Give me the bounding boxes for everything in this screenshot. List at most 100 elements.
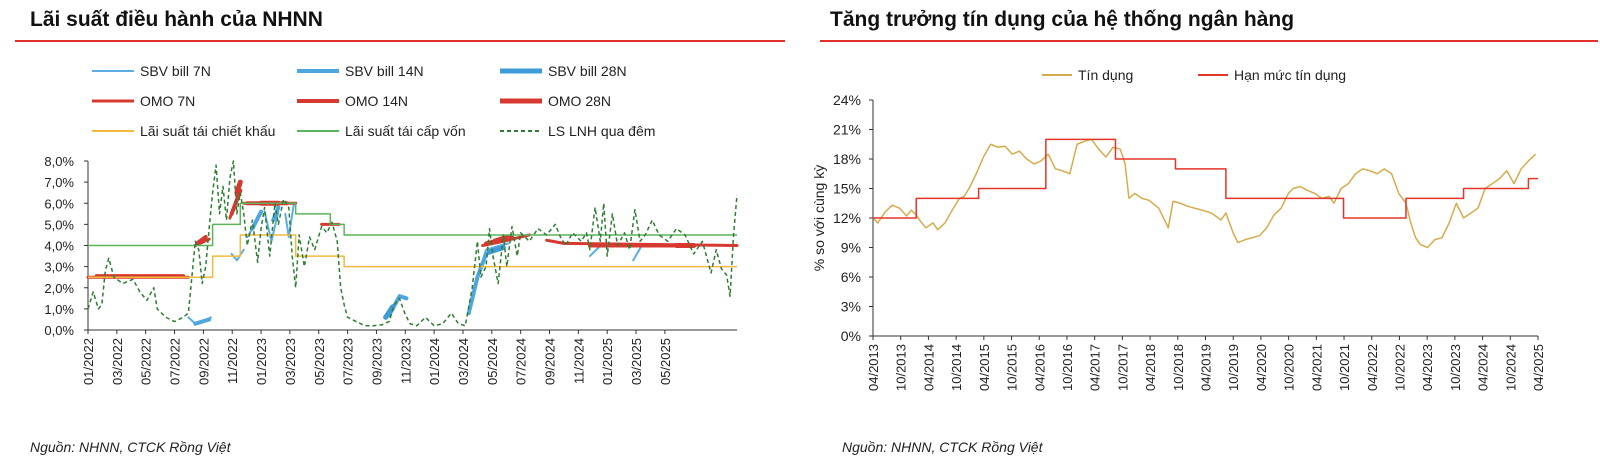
- y-tick-label: 8,0%: [44, 154, 74, 169]
- x-tick-label: 09/2024: [543, 338, 558, 385]
- x-tick-label: 10/2018: [1171, 344, 1186, 391]
- x-tick-label: 04/2013: [866, 344, 881, 391]
- x-tick-label: 10/2019: [1226, 344, 1241, 391]
- legend-label: Lãi suất tái cấp vốn: [345, 123, 466, 139]
- series-segment: [195, 235, 208, 246]
- x-tick-label: 10/2017: [1115, 344, 1130, 391]
- series-omo-7n: [86, 197, 739, 279]
- y-tick-label: 2,0%: [44, 281, 74, 296]
- x-tick-label: 04/2023: [1420, 344, 1435, 391]
- x-tick-label: 01/2025: [600, 338, 615, 385]
- x-tick-label: 03/2024: [456, 338, 471, 385]
- x-tick-label: 09/2023: [369, 338, 384, 385]
- x-tick-label: 07/2022: [168, 338, 183, 385]
- x-tick-label: 04/2016: [1032, 344, 1047, 391]
- x-tick-label: 10/2023: [1448, 344, 1463, 391]
- x-tick-label: 11/2023: [398, 338, 413, 384]
- y-tick-label: 0,0%: [44, 323, 74, 338]
- series-tin-dung: [872, 138, 1537, 249]
- series-line: [87, 160, 738, 327]
- x-tick-label: 11/2024: [571, 338, 586, 384]
- chart-title: Lãi suất điều hành của NHNN: [30, 8, 323, 31]
- series-segment: [632, 244, 643, 262]
- series-segment: [271, 205, 281, 223]
- x-tick-label: 05/2023: [312, 338, 327, 385]
- x-tick-label: 04/2022: [1365, 344, 1380, 391]
- x-tick-label: 10/2022: [1392, 344, 1407, 391]
- x-tick-label: 04/2015: [977, 344, 992, 391]
- x-tick-label: 04/2018: [1143, 344, 1158, 391]
- policy-rate-panel: Lãi suất điều hành của NHNN 0,0% 1,0% 2,0%…: [15, 8, 785, 455]
- y-tick-label: 7,0%: [44, 175, 74, 190]
- x-tick-label: 07/2024: [514, 338, 529, 385]
- y-tick-label: 24%: [833, 92, 861, 108]
- series-segment: [234, 179, 243, 196]
- series-han-muc-tin-dung: [873, 138, 1538, 219]
- x-tick-label: 01/2022: [81, 338, 96, 385]
- legend-label: OMO 7N: [140, 93, 195, 109]
- x-tick-label: 05/2024: [485, 338, 500, 385]
- x-tick-label: 10/2020: [1282, 344, 1297, 391]
- x-tick-label: 03/2022: [110, 338, 125, 385]
- legend-label: OMO 14N: [345, 93, 408, 109]
- x-tick-label: 04/2024: [1476, 344, 1491, 391]
- x-tick-label: 10/2013: [894, 344, 909, 391]
- x-tick-label: 10/2016: [1060, 344, 1075, 391]
- y-tick-label: 15%: [833, 181, 861, 197]
- legend-label: Lãi suất tái chiết khấu: [140, 123, 275, 139]
- x-tick-label: 04/2021: [1309, 344, 1324, 391]
- legend-label: SBV bill 28N: [548, 63, 627, 79]
- title-divider: [820, 40, 1598, 42]
- series-segment: [492, 234, 510, 244]
- credit-growth-chart: 0% 3% 6% 9% 12% 15% 18% 21% 24% 04/2013 10/2013 04/…: [811, 67, 1546, 391]
- y-tick-label: 6%: [841, 269, 861, 285]
- series-segment: [383, 304, 396, 320]
- series-segment: [588, 246, 600, 258]
- series-omo-14n: [94, 188, 696, 279]
- y-tick-label: 18%: [833, 151, 861, 167]
- y-tick-label: 1,0%: [44, 302, 74, 317]
- y-tick-label: 6,0%: [44, 196, 74, 211]
- credit-growth-panel: Tăng trưởng tín dụng của hệ thống ngân h…: [811, 0, 1600, 475]
- x-tick-label: 05/2022: [139, 338, 154, 385]
- x-tick-label: 10/2021: [1337, 344, 1352, 391]
- x-tick-label: 03/2025: [629, 338, 644, 385]
- x-tick-label: 05/2025: [658, 338, 673, 385]
- x-tick-label: 04/2017: [1088, 344, 1103, 391]
- y-tick-label: 3%: [841, 299, 861, 315]
- x-tick-label: 11/2022: [225, 338, 240, 384]
- x-tick-label: 04/2019: [1199, 344, 1214, 391]
- x-tick-label: 10/2015: [1005, 344, 1020, 391]
- chart-source: Nguồn: NHNN, CTCK Rồng Việt: [30, 439, 231, 455]
- x-tick-label: 10/2024: [1503, 344, 1518, 391]
- x-tick-label: 04/2025: [1531, 344, 1546, 391]
- x-tick-label: 04/2014: [921, 344, 936, 391]
- series-segment: [284, 202, 295, 239]
- y-tick-label: 4,0%: [44, 239, 74, 254]
- y-tick-label: 0%: [841, 328, 861, 344]
- legend-label: LS LNH qua đêm: [548, 123, 655, 139]
- chart-title: Tăng trưởng tín dụng của hệ thống ngân h…: [830, 8, 1295, 31]
- series-line: [872, 138, 1537, 249]
- y-tick-label: 9%: [841, 240, 861, 256]
- x-tick-label: 03/2023: [283, 338, 298, 385]
- legend-label: OMO 28N: [548, 93, 611, 109]
- y-tick-label: 21%: [833, 122, 861, 138]
- x-tick-label: 07/2023: [341, 338, 356, 385]
- legend-label: SBV bill 14N: [345, 63, 424, 79]
- y-axis-title: % so với cùng kỳ: [811, 165, 827, 271]
- series-lai-suat-tai-cap-von: [88, 202, 737, 247]
- series-segment: [230, 248, 245, 262]
- x-tick-label: 01/2024: [427, 338, 442, 385]
- title-divider: [15, 40, 785, 42]
- y-tick-label: 3,0%: [44, 260, 74, 275]
- y-tick-label: 5,0%: [44, 217, 74, 232]
- x-tick-label: 09/2022: [196, 338, 211, 385]
- legend-label: Tín dụng: [1078, 67, 1133, 83]
- series-segment: [193, 317, 212, 326]
- legend-label: Hạn mức tín dụng: [1234, 67, 1346, 83]
- policy-rate-chart: 0,0% 1,0% 2,0% 3,0% 4,0% 5,0% 6,0% 7,0% 8,0% 01/2…: [44, 63, 739, 385]
- x-tick-label: 01/2023: [254, 338, 269, 385]
- legend-label: SBV bill 7N: [140, 63, 211, 79]
- chart-source: Nguồn: NHNN, CTCK Rồng Việt: [842, 439, 1043, 455]
